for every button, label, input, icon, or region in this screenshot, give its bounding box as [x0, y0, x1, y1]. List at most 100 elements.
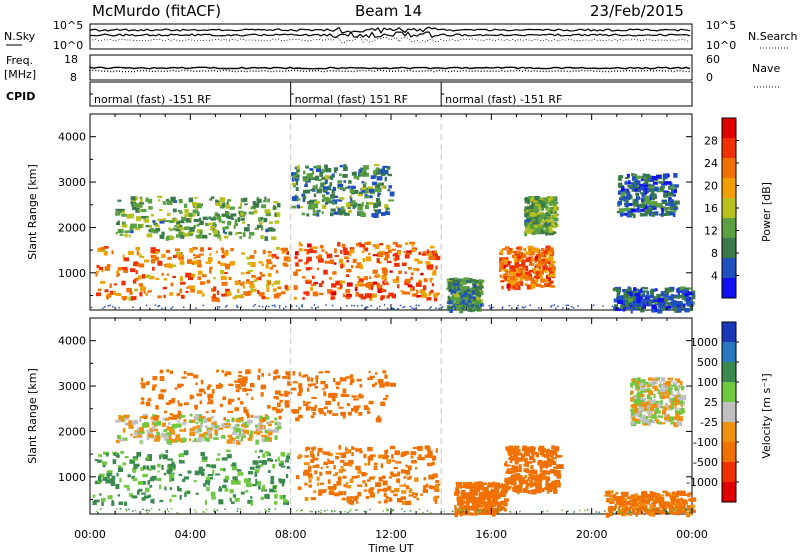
echo-cell [680, 386, 684, 391]
echo-cell [605, 512, 610, 518]
echo-cell [270, 475, 275, 480]
echo-cell [362, 472, 368, 476]
echo-cell [426, 296, 432, 301]
echo-cell [491, 511, 496, 517]
echo-cell [240, 381, 246, 387]
echo-cell [178, 453, 184, 458]
echo-cell [625, 177, 629, 180]
echo-cell [661, 391, 668, 397]
echo-cell [498, 493, 501, 497]
echo-cell [293, 182, 297, 188]
colorbar-tick-label: 12 [704, 225, 718, 238]
echo-cell [286, 251, 289, 255]
echo-cell [640, 177, 645, 181]
echo-cell [629, 510, 632, 512]
echo-cell [397, 498, 403, 503]
echo-cell [546, 487, 553, 490]
echo-cell [676, 503, 679, 507]
echo-cell [620, 194, 624, 199]
echo-cell [316, 166, 321, 169]
echo-cell [466, 492, 472, 495]
echo-cell [460, 287, 464, 291]
echo-cell [340, 250, 343, 254]
echo-cell [478, 512, 483, 515]
echo-cell [332, 398, 336, 402]
echo-cell [676, 508, 682, 513]
echo-cell [633, 506, 640, 510]
echo-cell [385, 281, 389, 285]
echo-cell [647, 183, 652, 187]
echo-cell [676, 378, 681, 384]
echo-cell [380, 169, 384, 174]
colorbar-tick-label: 25 [704, 396, 718, 409]
echo-cell [368, 460, 371, 466]
echo-cell [669, 416, 675, 421]
echo-cell [175, 434, 181, 439]
echo-cell [435, 265, 438, 270]
echo-cell [365, 282, 370, 288]
echo-cell [392, 241, 398, 245]
echo-cell [203, 483, 207, 487]
echo-cell [95, 273, 98, 277]
echo-cell [298, 387, 303, 393]
echo-cell [630, 383, 634, 386]
echo-cell [139, 291, 143, 297]
echo-cell [140, 377, 144, 382]
echo-cell [242, 435, 246, 439]
echo-cell [349, 478, 354, 483]
echo-cell [413, 307, 415, 310]
echo-cell [680, 497, 683, 502]
echo-cell [471, 503, 477, 507]
echo-cell [337, 401, 340, 407]
echo-cell [300, 206, 303, 209]
echo-cell [212, 469, 215, 475]
echo-cell [385, 496, 389, 499]
time-xlabel: Time UT [367, 542, 413, 554]
echo-cell [518, 286, 521, 291]
echo-cell [677, 390, 680, 396]
echo-cell [139, 253, 142, 259]
echo-cell [398, 250, 401, 256]
echo-cell [337, 287, 342, 290]
echo-cell [350, 496, 355, 499]
echo-cell [553, 213, 558, 218]
echo-cell [572, 307, 575, 309]
echo-cell [674, 404, 677, 409]
echo-cell [622, 510, 628, 514]
echo-cell [367, 195, 373, 199]
echo-cell [207, 429, 211, 435]
echo-cell [619, 511, 622, 514]
echo-cell [368, 252, 371, 256]
echo-cell [302, 195, 307, 200]
echo-cell [102, 307, 104, 309]
echo-cell [376, 176, 383, 181]
echo-cell [641, 498, 646, 503]
echo-cell [189, 217, 193, 221]
echo-cell [172, 275, 176, 278]
echo-cell [145, 293, 148, 296]
echo-cell [229, 206, 235, 210]
echo-cell [325, 304, 327, 306]
echo-cell [527, 231, 533, 234]
echo-cell [364, 463, 368, 466]
echo-cell [219, 486, 222, 489]
echo-cell [293, 174, 300, 178]
echo-cell [274, 459, 277, 462]
echo-cell [186, 491, 191, 495]
echo-cell [145, 304, 148, 307]
echo-cell [368, 477, 375, 480]
echo-cell [396, 276, 399, 281]
echo-cell [121, 221, 126, 225]
echo-cell [545, 466, 549, 469]
echo-cell [298, 383, 303, 389]
echo-cell [416, 295, 420, 298]
echo-cell [616, 289, 621, 293]
echo-cell [234, 408, 239, 412]
echo-cell [344, 510, 346, 513]
echo-cell [358, 169, 362, 173]
echo-cell [363, 510, 365, 513]
echo-cell [491, 489, 495, 493]
echo-cell [339, 280, 343, 285]
echo-cell [148, 290, 152, 293]
echo-cell [136, 427, 140, 432]
